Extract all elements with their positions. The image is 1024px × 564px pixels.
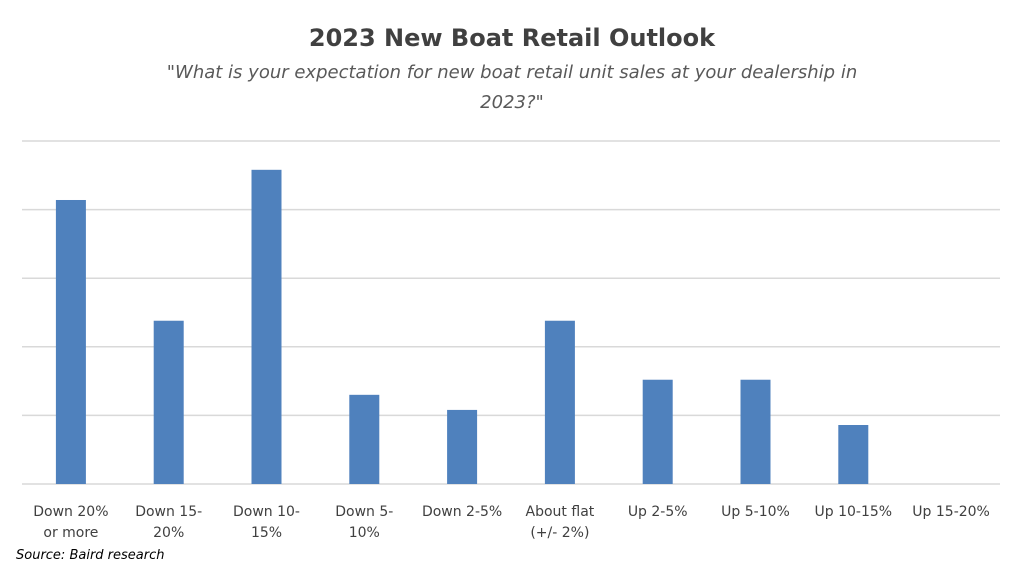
category-labels: Down 20% or more Down 15-20% Down 10-15% Dow… <box>33 504 990 541</box>
category-label: Up 15-20% <box>912 504 990 520</box>
category-label: About flat (+/- 2%) <box>526 504 595 541</box>
category-label: Down 2-5% <box>422 504 502 520</box>
chart-subtitle-line-1: "What is your expectation for new boat r… <box>167 62 857 83</box>
bar <box>740 379 771 484</box>
bar <box>544 320 575 484</box>
category-label: Down 5-10% <box>335 504 393 541</box>
bar <box>251 169 282 484</box>
bar <box>349 394 380 484</box>
gridlines <box>22 140 1000 485</box>
chart-title: 2023 New Boat Retail Outlook <box>309 24 716 52</box>
bars <box>55 169 869 484</box>
bar <box>153 320 184 484</box>
category-label: Down 20% or more <box>33 504 108 541</box>
bar <box>447 409 478 484</box>
bar <box>642 379 673 484</box>
source-note: Source: Baird research <box>16 548 164 563</box>
category-label: Up 10-15% <box>815 504 893 520</box>
chart-subtitle-line-2: 2023?" <box>480 92 544 113</box>
category-label: Down 10-15% <box>233 504 300 541</box>
category-label: Up 5-10% <box>721 504 790 520</box>
category-label: Up 2-5% <box>628 504 688 520</box>
category-label: Down 15-20% <box>135 504 202 541</box>
bar <box>55 199 86 484</box>
bar <box>838 425 869 484</box>
